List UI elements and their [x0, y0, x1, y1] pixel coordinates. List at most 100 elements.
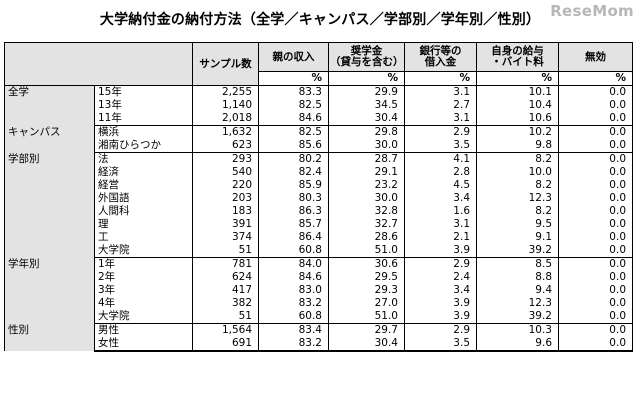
sample-count-cell: 691 — [192, 337, 259, 352]
percent-cell: 39.2 — [476, 244, 559, 258]
group-label: キャンパス — [4, 125, 95, 153]
percent-cell: 0.0 — [558, 257, 633, 271]
percent-cell: 3.1 — [404, 112, 477, 126]
sample-count-cell: 382 — [192, 297, 259, 310]
percent-cell: 10.3 — [476, 323, 559, 337]
percent-cell: 10.2 — [476, 125, 559, 139]
percent-cell: 0.0 — [558, 323, 633, 337]
sample-count-cell: 1,632 — [192, 125, 259, 139]
payment-method-table: サンプル数 親の収入 奨学金 （貸与を含む） 銀行等の 借入金 自身の給与 ・バ… — [4, 42, 633, 352]
percent-cell: 80.2 — [258, 152, 329, 166]
percent-cell: 9.1 — [476, 231, 559, 244]
sample-count-cell: 203 — [192, 192, 259, 205]
group-label: 全学 — [4, 85, 95, 126]
row-label: 大学院 — [94, 244, 193, 258]
percent-cell: 12.3 — [476, 297, 559, 310]
sample-count-cell: 374 — [192, 231, 259, 244]
row-label: 工 — [94, 231, 193, 244]
percent-cell: 28.6 — [328, 231, 405, 244]
percent-cell: 30.0 — [328, 139, 405, 153]
percent-cell: 29.7 — [328, 323, 405, 337]
row-label: 女性 — [94, 337, 193, 352]
row-label: 湘南ひらつか — [94, 139, 193, 153]
table-row: 経営 220 85.9 23.2 4.5 8.2 0.0 — [5, 179, 633, 192]
header-blank — [4, 42, 193, 86]
table-row: 湘南ひらつか 623 85.6 30.0 3.5 9.8 0.0 — [5, 139, 633, 153]
percent-cell: 29.3 — [328, 284, 405, 297]
unit-cell: % — [258, 71, 329, 86]
row-label: 理 — [94, 218, 193, 231]
sample-count-cell: 220 — [192, 179, 259, 192]
table-title: 大学納付金の納付方法（全学／キャンパス／学部別／学年別／性別） — [99, 12, 541, 28]
percent-cell: 29.9 — [328, 85, 405, 99]
sample-count-cell: 624 — [192, 271, 259, 284]
row-label: 大学院 — [94, 310, 193, 324]
table-body: 全学 15年 2,255 83.3 29.9 3.1 10.1 0.0 13年 1,140 82.5… — [4, 85, 633, 352]
percent-cell: 51.0 — [328, 244, 405, 258]
percent-cell: 0.0 — [558, 284, 633, 297]
sample-count-cell: 623 — [192, 139, 259, 153]
percent-cell: 2.8 — [404, 166, 477, 179]
percent-cell: 3.1 — [404, 85, 477, 99]
group-label: 学年別 — [4, 257, 95, 324]
percent-cell: 0.0 — [558, 205, 633, 218]
percent-cell: 30.6 — [328, 257, 405, 271]
percent-cell: 0.0 — [558, 310, 633, 324]
row-label: 経済 — [94, 166, 193, 179]
percent-cell: 83.2 — [258, 337, 329, 352]
row-label: 法 — [94, 152, 193, 166]
row-label: 人間科 — [94, 205, 193, 218]
unit-cell: % — [558, 71, 633, 86]
percent-cell: 3.9 — [404, 310, 477, 324]
percent-cell: 3.5 — [404, 337, 477, 352]
group-label: 性別 — [4, 323, 95, 351]
percent-cell: 83.2 — [258, 297, 329, 310]
percent-cell: 3.4 — [404, 192, 477, 205]
percent-cell: 0.0 — [558, 152, 633, 166]
percent-cell: 29.5 — [328, 271, 405, 284]
table-row: 大学院 51 60.8 51.0 3.9 39.2 0.0 — [5, 244, 633, 258]
percent-cell: 85.6 — [258, 139, 329, 153]
percent-cell: 0.0 — [558, 112, 633, 126]
percent-cell: 29.1 — [328, 166, 405, 179]
percent-cell: 39.2 — [476, 310, 559, 324]
row-label: 11年 — [94, 112, 193, 126]
row-label: 13年 — [94, 99, 193, 112]
sample-count-cell: 1,564 — [192, 323, 259, 337]
percent-cell: 8.2 — [476, 179, 559, 192]
percent-cell: 0.0 — [558, 99, 633, 112]
row-label: 男性 — [94, 323, 193, 337]
header-scholarship-line2: （貸与を含む） — [330, 56, 404, 68]
sample-count-cell: 2,255 — [192, 85, 259, 99]
percent-cell: 82.4 — [258, 166, 329, 179]
header-sample: サンプル数 — [192, 42, 259, 86]
percent-cell: 23.2 — [328, 179, 405, 192]
percent-cell: 80.3 — [258, 192, 329, 205]
sample-count-cell: 183 — [192, 205, 259, 218]
table-row: 性別 男性 1,564 83.4 29.7 2.9 10.3 0.0 — [4, 323, 633, 351]
percent-cell: 10.1 — [476, 85, 559, 99]
table-row: キャンパス 横浜 1,632 82.5 29.8 2.9 10.2 0.0 — [4, 125, 633, 153]
sample-count-cell: 391 — [192, 218, 259, 231]
header-bank-line2: 借入金 — [424, 56, 457, 68]
percent-cell: 82.5 — [258, 125, 329, 139]
sample-count-cell: 540 — [192, 166, 259, 179]
row-label: 3年 — [94, 284, 193, 297]
group-label: 学部別 — [4, 152, 95, 258]
resemom-logo: ReseMom — [550, 2, 634, 20]
percent-cell: 32.7 — [328, 218, 405, 231]
percent-cell: 60.8 — [258, 310, 329, 324]
percent-cell: 0.0 — [558, 231, 633, 244]
percent-cell: 8.5 — [476, 257, 559, 271]
header-own-line2: ・バイト料 — [491, 56, 544, 68]
row-label: 4年 — [94, 297, 193, 310]
percent-cell: 82.5 — [258, 99, 329, 112]
percent-cell: 0.0 — [558, 139, 633, 153]
percent-cell: 27.0 — [328, 297, 405, 310]
percent-cell: 85.7 — [258, 218, 329, 231]
table-row: 全学 15年 2,255 83.3 29.9 3.1 10.1 0.0 — [4, 85, 633, 126]
percent-cell: 3.5 — [404, 139, 477, 153]
percent-cell: 0.0 — [558, 244, 633, 258]
percent-cell: 30.4 — [328, 112, 405, 126]
percent-cell: 0.0 — [558, 85, 633, 99]
